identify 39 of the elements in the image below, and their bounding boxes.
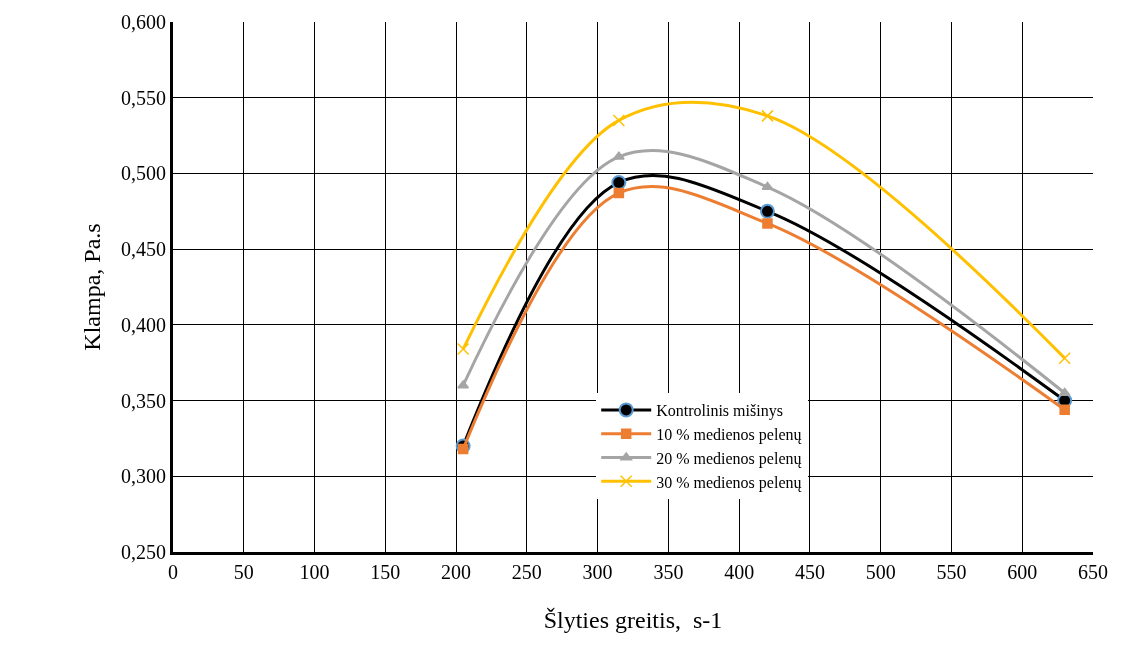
legend-label: 20 % medienos pelenų [656, 449, 803, 468]
point [761, 181, 774, 191]
point [1059, 404, 1070, 415]
y-tick-label: 0,600 [121, 11, 166, 33]
x-tick-label: 550 [936, 561, 967, 583]
point [762, 218, 773, 229]
x-axis-title: Šlyties greitis, s-1 [543, 607, 723, 634]
x-tick-label: 350 [653, 561, 684, 583]
x-tick-label: 200 [441, 561, 472, 583]
y-tick-label: 0,500 [121, 162, 166, 185]
y-tick-label: 0,400 [121, 313, 166, 336]
point [759, 203, 775, 219]
x-tick-label: 400 [724, 561, 755, 583]
point [1058, 351, 1071, 365]
x-tick-label: 150 [370, 561, 401, 583]
y-tick-label: 0,550 [121, 86, 166, 109]
point [611, 175, 627, 190]
y-tick-label: 0,250 [121, 541, 166, 563]
point [457, 443, 469, 455]
legend-label: 10 % medienos pelenų [656, 425, 803, 444]
x-tick-label: 450 [794, 561, 825, 583]
y-tick-label: 0,300 [121, 465, 166, 488]
y-tick-label: 0,350 [121, 389, 166, 412]
x-tick-label: 100 [299, 561, 330, 583]
x-tick-label: 250 [511, 561, 542, 583]
x-tick-label: 300 [582, 561, 613, 583]
x-tick-label: 0 [168, 561, 178, 583]
y-axis-title: Klampa, Pa.s [79, 223, 106, 351]
x-tick-label: 500 [865, 561, 896, 583]
legend-label: 30 % medienos pelenų [656, 473, 803, 492]
point [456, 342, 470, 356]
legend-label: Kontrolinis mišinys [656, 402, 783, 421]
x-tick-label: 600 [1007, 561, 1038, 583]
x-tick-label: 50 [233, 561, 254, 583]
point [612, 114, 626, 127]
x-tick-label: 650 [1078, 561, 1108, 583]
point [613, 187, 625, 199]
point [761, 109, 774, 123]
y-tick-label: 0,450 [121, 238, 166, 261]
